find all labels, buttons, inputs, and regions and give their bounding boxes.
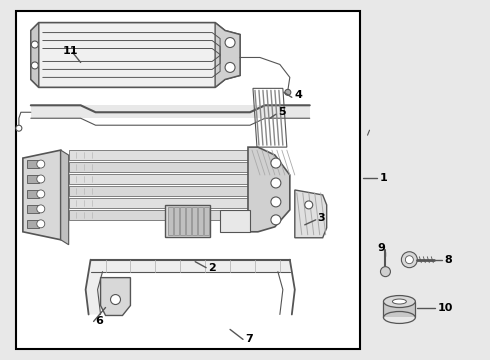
Polygon shape bbox=[100, 278, 130, 315]
Text: 3: 3 bbox=[318, 213, 325, 223]
Text: 1: 1 bbox=[379, 173, 387, 183]
Text: 8: 8 bbox=[444, 255, 452, 265]
Circle shape bbox=[305, 201, 313, 209]
Bar bbox=[198, 207, 203, 235]
Text: 2: 2 bbox=[208, 263, 216, 273]
Circle shape bbox=[271, 215, 281, 225]
Polygon shape bbox=[31, 23, 39, 87]
Polygon shape bbox=[86, 260, 102, 315]
Circle shape bbox=[111, 294, 121, 305]
Text: 5: 5 bbox=[278, 107, 286, 117]
Polygon shape bbox=[61, 150, 69, 245]
Circle shape bbox=[37, 175, 45, 183]
Bar bbox=[27, 175, 39, 183]
Circle shape bbox=[405, 256, 414, 264]
Circle shape bbox=[271, 197, 281, 207]
Bar bbox=[27, 220, 39, 228]
Circle shape bbox=[16, 125, 22, 131]
Bar bbox=[192, 207, 197, 235]
Circle shape bbox=[285, 89, 291, 95]
Circle shape bbox=[31, 41, 38, 48]
Circle shape bbox=[31, 62, 38, 69]
Circle shape bbox=[225, 62, 235, 72]
Polygon shape bbox=[248, 147, 290, 232]
Polygon shape bbox=[91, 260, 290, 272]
Ellipse shape bbox=[384, 296, 416, 307]
Polygon shape bbox=[69, 198, 260, 208]
Circle shape bbox=[225, 37, 235, 48]
Circle shape bbox=[37, 205, 45, 213]
Circle shape bbox=[37, 160, 45, 168]
Polygon shape bbox=[165, 205, 210, 237]
Bar bbox=[16, 11, 360, 349]
Text: 6: 6 bbox=[96, 316, 103, 327]
Circle shape bbox=[380, 267, 391, 276]
Polygon shape bbox=[23, 150, 61, 240]
Bar bbox=[204, 207, 209, 235]
Circle shape bbox=[37, 190, 45, 198]
Polygon shape bbox=[69, 210, 260, 220]
Ellipse shape bbox=[392, 299, 406, 304]
Text: 9: 9 bbox=[377, 243, 385, 253]
Polygon shape bbox=[31, 105, 310, 118]
Bar bbox=[168, 207, 173, 235]
Polygon shape bbox=[31, 23, 240, 87]
Bar bbox=[186, 207, 191, 235]
Polygon shape bbox=[69, 162, 260, 172]
Circle shape bbox=[37, 220, 45, 228]
Circle shape bbox=[271, 178, 281, 188]
Polygon shape bbox=[69, 186, 260, 196]
Bar bbox=[27, 160, 39, 168]
Bar bbox=[220, 210, 250, 232]
Polygon shape bbox=[215, 23, 240, 87]
Bar bbox=[27, 205, 39, 213]
Text: 11: 11 bbox=[63, 45, 78, 55]
Circle shape bbox=[401, 252, 417, 268]
Polygon shape bbox=[69, 150, 260, 160]
Polygon shape bbox=[69, 174, 260, 184]
Text: 10: 10 bbox=[437, 302, 453, 312]
Bar bbox=[180, 207, 185, 235]
Circle shape bbox=[271, 158, 281, 168]
Bar bbox=[27, 190, 39, 198]
Bar bbox=[174, 207, 179, 235]
Polygon shape bbox=[384, 302, 416, 318]
Polygon shape bbox=[295, 190, 327, 238]
Text: 4: 4 bbox=[295, 90, 303, 100]
Text: 7: 7 bbox=[245, 334, 253, 345]
